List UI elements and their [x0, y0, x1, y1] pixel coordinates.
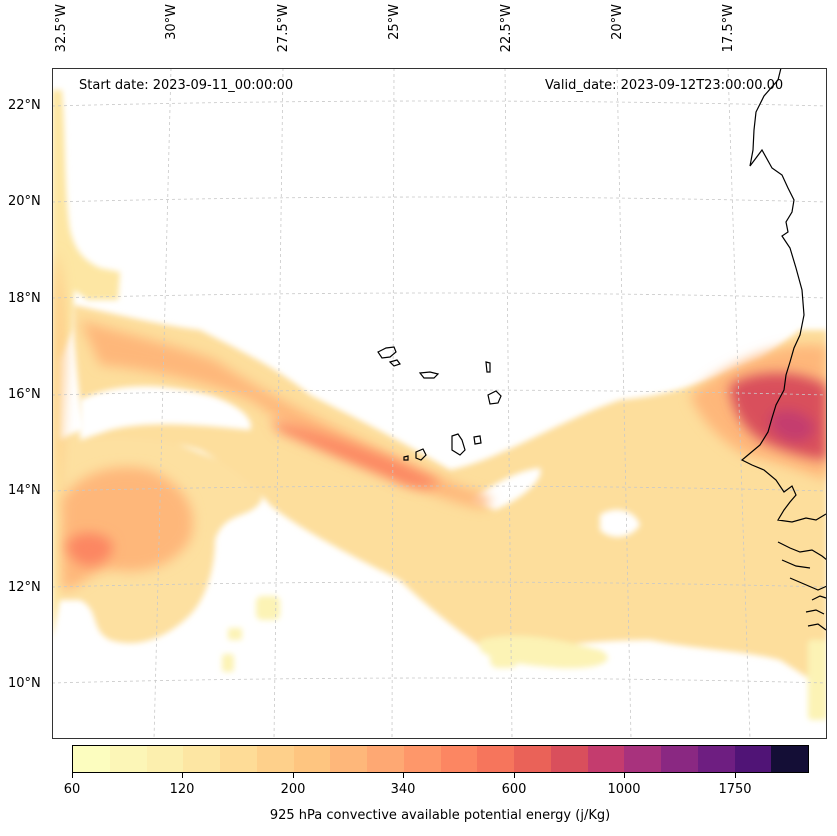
- coastline-africa: [740, 68, 827, 523]
- colorbar-segment-2: [146, 746, 184, 772]
- lat-label-14n: 14°N: [8, 483, 41, 498]
- map-canvas[interactable]: [52, 68, 827, 739]
- lon-label-32-5w: 32.5°W: [54, 4, 69, 53]
- lon-label-20w: 20°W: [610, 4, 625, 40]
- colorbar-segment-11: [477, 746, 514, 772]
- island-sal: [485, 361, 491, 373]
- lat-label-18n: 18°N: [8, 291, 41, 306]
- island-brava: [403, 455, 409, 461]
- island-sao-nicolau: [418, 371, 440, 379]
- colorbar-segment-3: [183, 746, 220, 772]
- cape-gap-west: [80, 386, 251, 440]
- lon-label-27-5w: 27.5°W: [276, 4, 291, 53]
- lon-label-25w: 25°W: [387, 4, 402, 40]
- gridline-lon-20w: [616, 68, 632, 739]
- cape-field-map: [52, 68, 827, 739]
- island-maio: [473, 435, 482, 445]
- start-date-text: Start date: 2023-09-11_00:00:00: [79, 78, 294, 93]
- cb-tick-120: 120: [169, 782, 195, 797]
- cb-tick-340: 340: [390, 782, 416, 797]
- cape-small-cell-3: [222, 654, 234, 672]
- colorbar-segment-16: [661, 746, 698, 772]
- colorbar-segment-7: [330, 746, 367, 772]
- island-santiago: [451, 433, 466, 456]
- lon-label-30w: 30°W: [164, 4, 179, 40]
- colorbar-segment-18: [734, 746, 772, 772]
- cb-tickmark-600: [514, 773, 515, 778]
- cb-tickmark-1750: [735, 773, 736, 778]
- colorbar-segment-0: [73, 746, 110, 772]
- island-boa-vista: [487, 390, 502, 405]
- cb-tick-1000: 1000: [607, 782, 641, 797]
- colorbar-segment-15: [624, 746, 661, 772]
- cape-core-east-inner: [769, 409, 815, 442]
- cb-tick-600: 600: [501, 782, 527, 797]
- gridline-lat-16n: [52, 389, 827, 396]
- cb-tickmark-340: [403, 773, 404, 778]
- colorbar-segment-13: [550, 746, 588, 772]
- colorbar-segment-17: [697, 746, 735, 772]
- cape-west-strip-mid: [56, 250, 65, 520]
- gridline-lat-20n: [52, 196, 827, 203]
- cb-tick-200: 200: [280, 782, 306, 797]
- gridline-lat-22n: [52, 100, 827, 107]
- colorbar-segment-14: [587, 746, 625, 772]
- lon-label-17-5w: 17.5°W: [721, 4, 736, 53]
- lat-label-20n: 20°N: [8, 194, 41, 209]
- cape-small-cell-2: [228, 628, 242, 640]
- gridline-lat-18n: [52, 292, 827, 299]
- gridline-lat-14n: [52, 485, 827, 492]
- lon-label-22-5w: 22.5°W: [499, 4, 514, 53]
- lat-label-22n: 22°N: [8, 98, 41, 113]
- cape-small-cell-5: [808, 640, 827, 720]
- island-sao-vicente: [388, 359, 401, 367]
- cb-tick-1750: 1750: [718, 782, 752, 797]
- colorbar: [72, 745, 809, 773]
- gridline-lat-12n: [52, 581, 827, 588]
- colorbar-segment-9: [403, 746, 441, 772]
- colorbar-label: 925 hPa convective available potential e…: [269, 808, 611, 823]
- gridline-lon-17-5w: [727, 68, 751, 739]
- colorbar-segment-5: [256, 746, 294, 772]
- lat-label-16n: 16°N: [8, 387, 41, 402]
- cb-tick-60: 60: [63, 782, 81, 797]
- cape-small-cell-1: [256, 596, 280, 620]
- colorbar-segment-4: [220, 746, 257, 772]
- lat-label-12n: 12°N: [8, 580, 41, 595]
- cb-tickmark-200: [293, 773, 294, 778]
- cape-west-strip: [52, 90, 120, 640]
- cb-tickmark-1000: [624, 773, 625, 778]
- colorbar-segment-10: [440, 746, 478, 772]
- cape-gap-south: [600, 509, 640, 537]
- gridline-lon-22-5w: [504, 68, 513, 739]
- coastline-guinea-bissau: [777, 541, 827, 631]
- island-fogo: [415, 448, 427, 461]
- valid-date-text: Valid_date: 2023-09-12T23:00:00.00: [545, 78, 784, 93]
- gridlines: [52, 68, 827, 739]
- colorbar-segment-12: [514, 746, 551, 772]
- colorbar-segment-19: [771, 746, 808, 772]
- gridline-lon-30w: [153, 68, 172, 739]
- cape-small-cell-4: [490, 644, 518, 668]
- island-santo-antao: [377, 346, 397, 359]
- cb-tickmark-60: [72, 773, 73, 778]
- coastlines: [377, 68, 827, 631]
- colorbar-segment-1: [109, 746, 147, 772]
- cb-tickmark-120: [182, 773, 183, 778]
- cape-core-band: [270, 420, 440, 488]
- gridline-lon-27-5w: [273, 68, 284, 739]
- lat-label-10n: 10°N: [8, 676, 41, 691]
- colorbar-segment-6: [293, 746, 331, 772]
- colorbar-segment-8: [367, 746, 404, 772]
- gridline-lon-25w: [391, 68, 395, 739]
- gridline-lat-10n: [52, 677, 827, 684]
- cape-core-swirl: [66, 533, 113, 566]
